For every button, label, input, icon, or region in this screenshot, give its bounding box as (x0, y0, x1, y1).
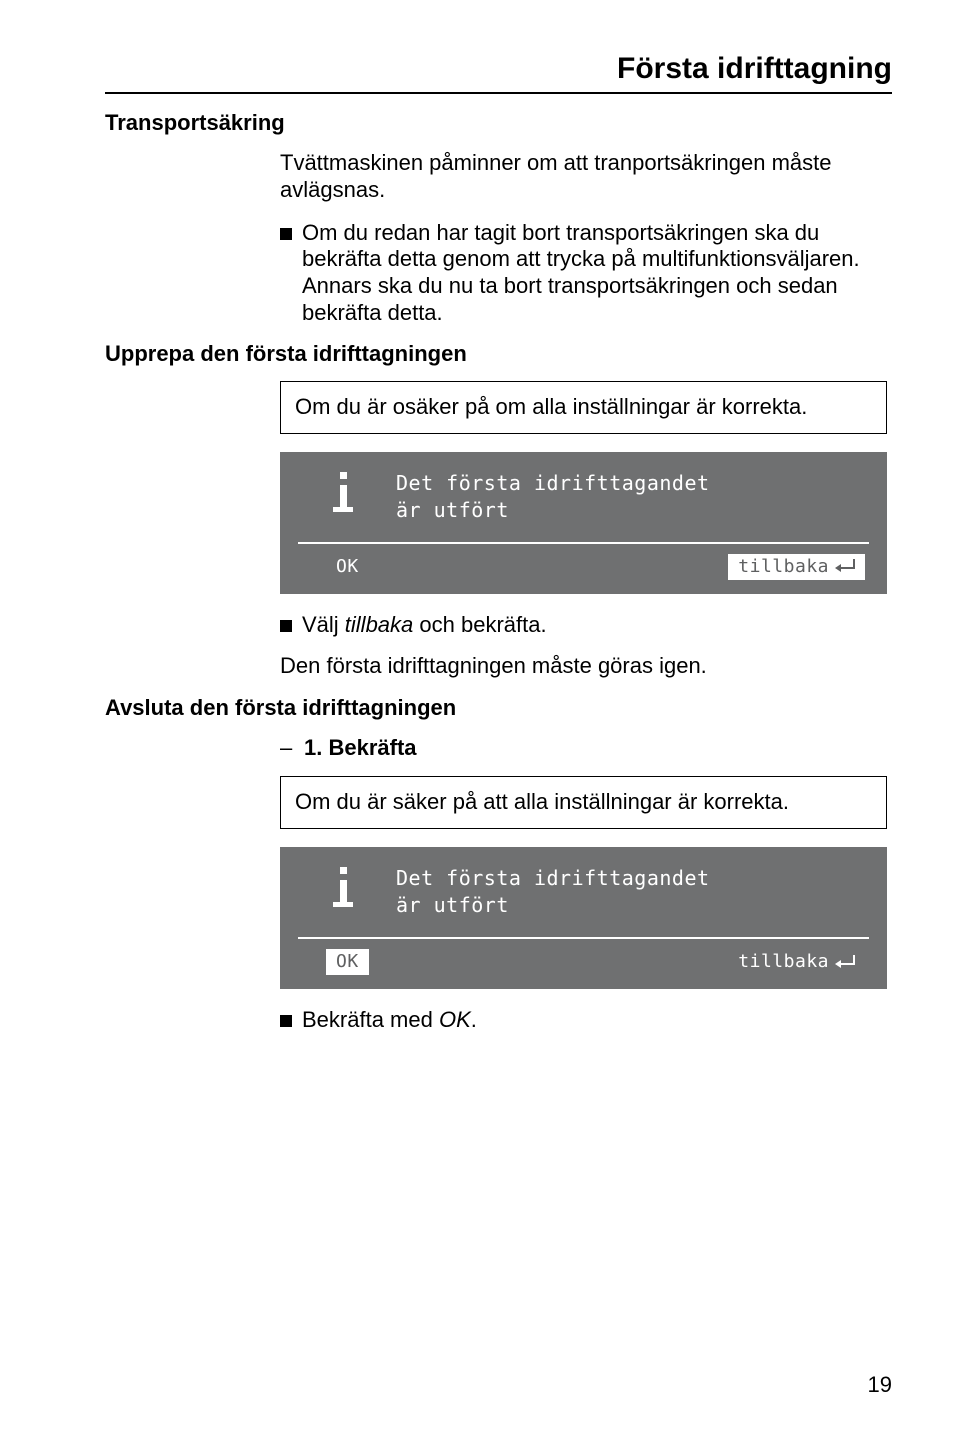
lcd-msg-line2: är utfört (396, 892, 710, 919)
lcd-back-button[interactable]: tillbaka (728, 554, 865, 580)
enter-icon (837, 955, 855, 969)
bullet-icon (280, 228, 292, 240)
bullet-icon (280, 1015, 292, 1027)
section3-note: Om du är säker på att alla inställningar… (280, 776, 887, 829)
lcd-back-button[interactable]: tillbaka (728, 949, 865, 975)
section1-para1: Tvättmaskinen påminner om att tranportsä… (280, 150, 887, 204)
section3-lcd-msg: Det första idrifttagandet är utfört (396, 865, 710, 919)
step-dash: – (280, 735, 298, 762)
section1-bullet1-text: Om du redan har tagit bort transportsäkr… (302, 220, 887, 327)
section1-heading: Transportsäkring (105, 110, 892, 136)
section2-para-after: Den första idrifttagningen måste göras i… (280, 653, 887, 680)
lcd-msg-line2: är utfört (396, 497, 710, 524)
page-number: 19 (868, 1372, 892, 1398)
section1-bullet1: Om du redan har tagit bort transportsäkr… (280, 220, 887, 327)
lcd-back-label: tillbaka (738, 951, 829, 972)
section3-bullet-suffix: . (471, 1007, 477, 1032)
section3-bullet-italic: OK (439, 1007, 471, 1032)
lcd-ok-button[interactable]: OK (326, 949, 369, 975)
section3-bullet: Bekräfta med OK. (280, 1007, 887, 1034)
section2-lcd: Det första idrifttagandet är utfört OK t… (280, 452, 887, 594)
section2-heading: Upprepa den första idrifttagningen (105, 341, 892, 367)
lcd-msg-line1: Det första idrifttagandet (396, 865, 710, 892)
section2-bullet-text: Välj tillbaka och bekräfta. (302, 612, 887, 639)
section3-bullet-text: Bekräfta med OK. (302, 1007, 887, 1034)
lcd-ok-button[interactable]: OK (326, 554, 369, 580)
lcd-back-label: tillbaka (738, 556, 829, 577)
lcd-divider (298, 542, 869, 544)
section3-heading: Avsluta den första idrifttagningen (105, 695, 892, 721)
bullet-icon (280, 620, 292, 632)
lcd-ok-label: OK (336, 951, 359, 972)
page-title: Första idrifttagning (105, 52, 892, 94)
section2-bullet: Välj tillbaka och bekräfta. (280, 612, 887, 639)
step-label: 1. Bekräfta (304, 735, 417, 762)
info-icon (326, 867, 360, 907)
section2-bullet-prefix: Välj (302, 612, 345, 637)
section2-note: Om du är osäker på om alla inställningar… (280, 381, 887, 434)
info-icon (326, 472, 360, 512)
section2-bullet-suffix: och bekräfta. (413, 612, 546, 637)
enter-icon (837, 559, 855, 573)
lcd-msg-line1: Det första idrifttagandet (396, 470, 710, 497)
section2-bullet-italic: tillbaka (345, 612, 413, 637)
lcd-ok-label: OK (336, 556, 359, 577)
section3-step: – 1. Bekräfta (280, 735, 887, 762)
section3-lcd: Det första idrifttagandet är utfört OK t… (280, 847, 887, 989)
section3-bullet-prefix: Bekräfta med (302, 1007, 439, 1032)
section2-lcd-msg: Det första idrifttagandet är utfört (396, 470, 710, 524)
lcd-divider (298, 937, 869, 939)
